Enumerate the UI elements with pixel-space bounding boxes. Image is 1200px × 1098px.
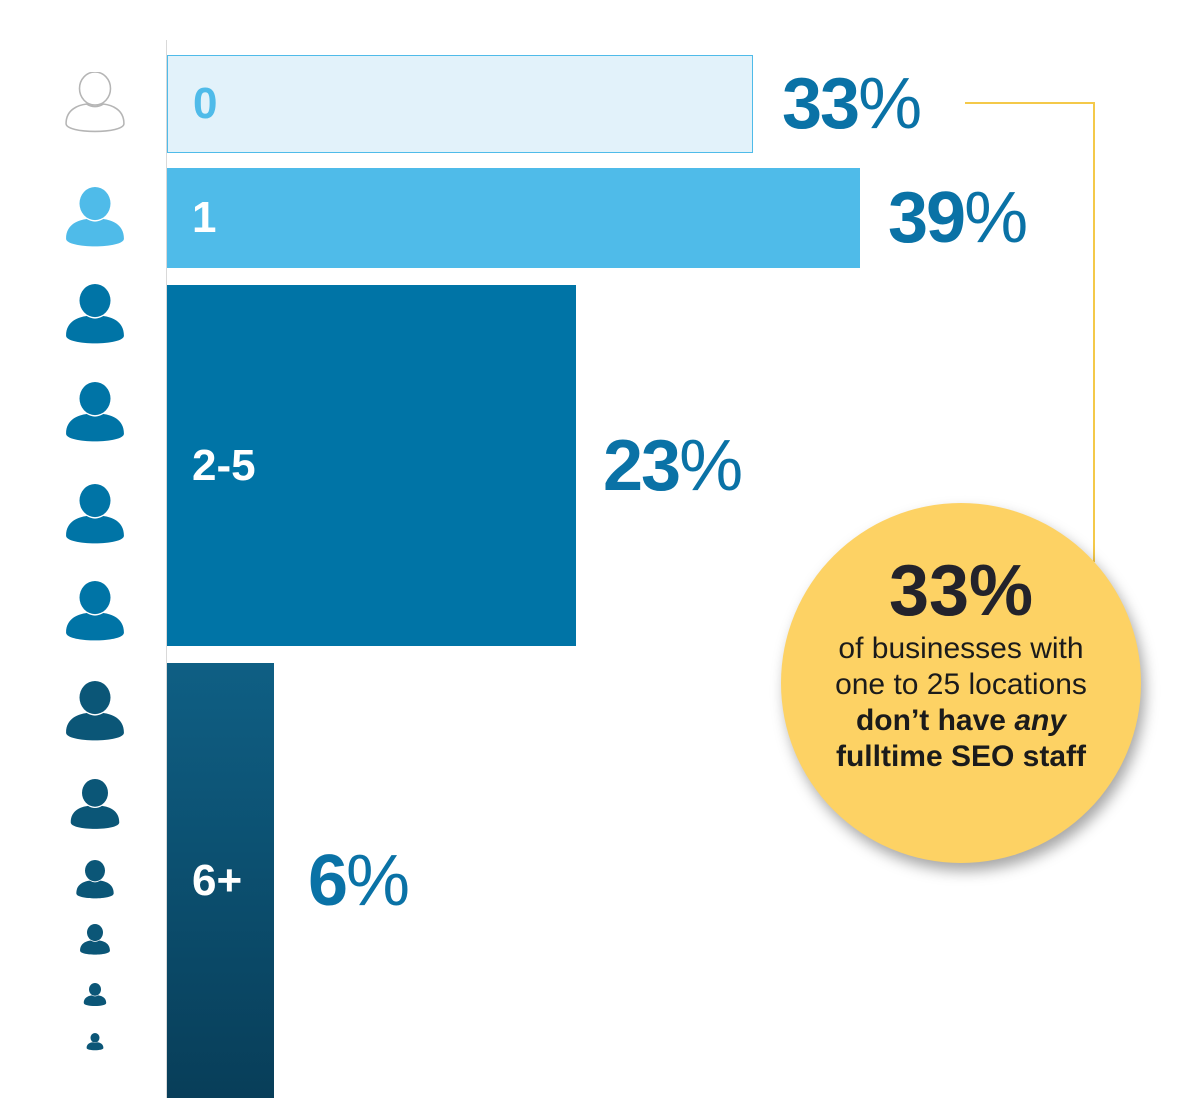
person-icon bbox=[66, 581, 124, 641]
value-number: 6 bbox=[308, 840, 348, 921]
value-number: 23 bbox=[603, 425, 681, 506]
person-icon bbox=[66, 187, 124, 247]
callout-stat: 33% bbox=[888, 551, 1034, 631]
callout-connector-line bbox=[965, 102, 1095, 562]
bar-2-5: 2-5 bbox=[167, 285, 576, 646]
person-icon bbox=[70, 779, 120, 829]
person-icon bbox=[83, 983, 107, 1006]
person-icon bbox=[65, 72, 125, 133]
value-percent-sign: % bbox=[346, 840, 411, 921]
value-number: 33 bbox=[782, 64, 860, 144]
bar-value-label: 39% bbox=[888, 182, 1028, 254]
bar-6+: 6+ bbox=[167, 663, 274, 1098]
bar-0: 0 bbox=[167, 55, 754, 153]
callout-line2: one to 25 locations bbox=[835, 668, 1087, 701]
person-icon bbox=[66, 284, 124, 344]
y-axis-line bbox=[166, 40, 167, 1098]
bar-value-label: 33% bbox=[782, 68, 922, 140]
bar-value-label: 23% bbox=[603, 430, 743, 502]
person-icon bbox=[66, 681, 124, 741]
bar-category-label: 0 bbox=[193, 79, 218, 128]
bar-category-label: 2-5 bbox=[192, 440, 256, 490]
callout-line1: of businesses with bbox=[838, 632, 1084, 665]
person-icon bbox=[86, 1033, 104, 1051]
value-percent-sign: % bbox=[964, 178, 1029, 258]
bar-value-label: 6% bbox=[308, 845, 410, 917]
person-icon bbox=[66, 382, 124, 442]
person-icon bbox=[80, 924, 110, 955]
value-number: 39 bbox=[888, 178, 966, 258]
person-icon bbox=[66, 484, 124, 544]
bar-1: 1 bbox=[167, 168, 861, 268]
callout-line4: fulltime SEO staff bbox=[835, 740, 1087, 773]
callout-circle: 33% of businesses with one to 25 locatio… bbox=[781, 503, 1141, 863]
bar-category-label: 6+ bbox=[192, 855, 243, 905]
value-percent-sign: % bbox=[858, 64, 923, 144]
callout-text: of businesses with one to 25 locations d… bbox=[781, 631, 1141, 775]
bar-category-label: 1 bbox=[192, 193, 217, 242]
callout-line3-bold: don’t have bbox=[855, 704, 1015, 737]
callout-line3-italic: any bbox=[1014, 704, 1067, 737]
value-percent-sign: % bbox=[679, 425, 744, 506]
person-icon bbox=[76, 860, 114, 899]
callout-line3: don’t have any bbox=[856, 704, 1066, 737]
